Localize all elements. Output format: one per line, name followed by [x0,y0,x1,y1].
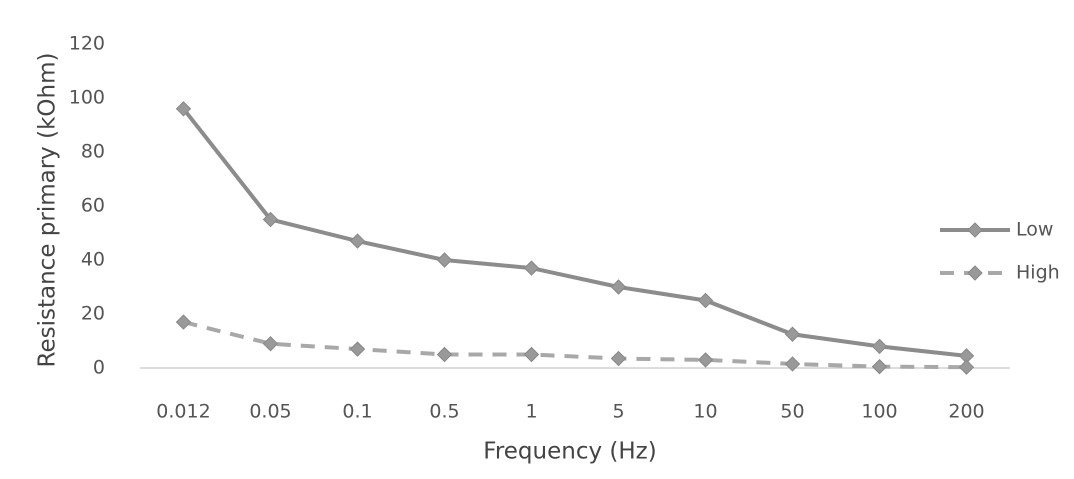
series-line [181,107,967,358]
point-marker [610,279,627,295]
y-tick-label: 60 [81,195,105,217]
y-tick-label: 100 [69,87,105,109]
point-marker [175,101,192,117]
x-tick-label: 10 [693,401,717,423]
x-tick-label: 1 [525,401,537,423]
point-marker [610,350,627,367]
point-marker [175,314,192,330]
legend-marker [967,222,983,238]
point-marker [784,326,801,342]
point-marker [871,338,888,355]
point-marker [871,358,888,375]
point-marker [262,211,279,228]
x-tick-label: 0.1 [342,401,372,423]
point-marker [697,352,714,368]
point-marker [436,346,453,363]
y-tick-label: 80 [81,141,105,163]
y-tick-label: 120 [69,33,105,55]
y-tick-label: 0 [93,357,105,379]
point-marker [697,292,714,309]
point-marker [349,233,366,249]
x-tick-label: 0.012 [156,401,210,423]
y-tick-label: 40 [81,249,105,271]
point-marker [262,335,279,352]
y-axis-title: Resistance primary (kOhm) [35,53,61,368]
series-line [183,320,967,370]
point-marker [436,252,453,268]
point-marker [523,260,540,276]
point-marker [958,359,975,375]
point-marker [349,341,366,357]
legend-marker [967,265,983,281]
x-axis-title: Frequency (Hz) [483,439,656,465]
x-tick-label: 0.5 [429,401,459,423]
point-marker [523,346,540,363]
x-tick-label: 0.05 [249,401,291,423]
legend-label: Low [1016,219,1053,241]
x-tick-label: 200 [948,401,984,423]
x-tick-label: 50 [780,401,804,423]
x-tick-label: 5 [612,401,624,423]
legend-label: High [1016,262,1060,284]
point-marker [784,356,801,372]
y-tick-label: 20 [81,303,105,325]
x-tick-label: 100 [861,401,897,423]
